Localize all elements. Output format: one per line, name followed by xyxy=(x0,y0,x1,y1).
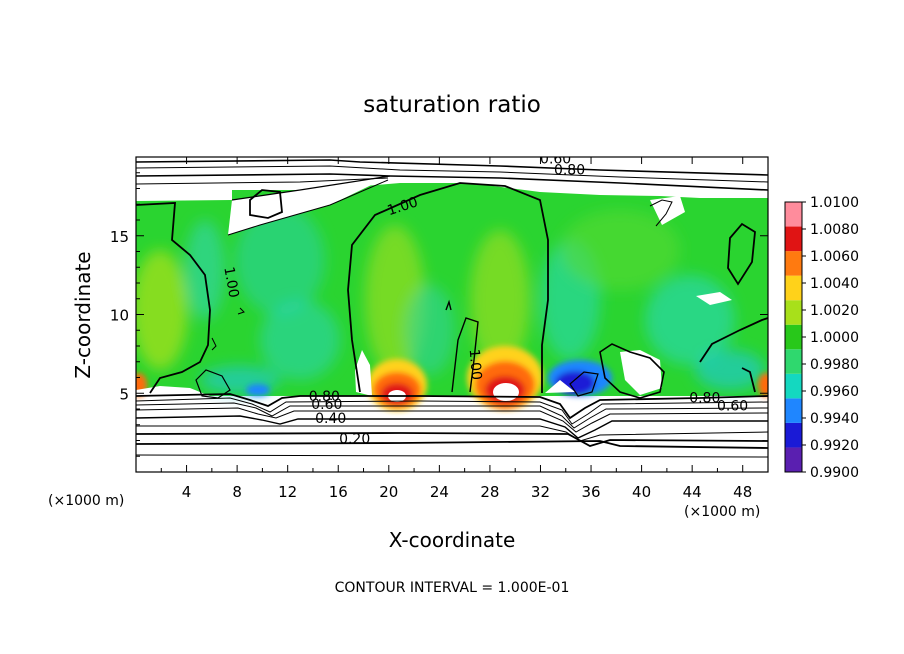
colorbar-label: 1.0000 xyxy=(810,330,859,346)
plot-area: 0.600.801.001.001.000.800.600.400.200.80… xyxy=(136,151,768,472)
contour-interval-footer: CONTOUR INTERVAL = 1.000E-01 xyxy=(335,580,570,596)
contour-label: 0.20 xyxy=(339,432,370,448)
colorbar-label: 1.0020 xyxy=(810,303,859,319)
x-axis-label: X-coordinate xyxy=(389,528,516,552)
y-tick-label: 10 xyxy=(110,307,129,325)
field-shading xyxy=(136,205,765,394)
colorbar-label: 1.0100 xyxy=(810,195,859,211)
y-axis-label: Z-coordinate xyxy=(71,251,95,378)
contour-label: 1.00 xyxy=(466,348,485,380)
x-tick-label: 8 xyxy=(232,483,242,501)
plume-core-right xyxy=(493,383,519,401)
x-tick-label: 24 xyxy=(430,483,449,501)
colorbar-swatch xyxy=(785,202,802,227)
colorbar-label: 1.0060 xyxy=(810,249,859,265)
x-axis: 4 8 12 16 20 24 28 32 36 40 44 48 xyxy=(160,157,752,501)
y-tick-label: 5 xyxy=(119,385,129,403)
contour-label: 0.40 xyxy=(315,411,346,427)
x-tick-label: 44 xyxy=(683,483,702,501)
colorbar-swatch xyxy=(785,349,802,374)
colorbar-label: 1.0040 xyxy=(810,276,859,292)
contour-label: 0.80 xyxy=(689,391,720,407)
colorbar-label: 0.9900 xyxy=(810,465,859,481)
colorbar-label: 0.9980 xyxy=(810,357,859,373)
colorbar-swatch xyxy=(785,300,802,325)
x-tick-label: 4 xyxy=(182,483,192,501)
colorbar-swatch xyxy=(785,447,802,472)
colorbar-label: 1.0080 xyxy=(810,222,859,238)
colorbar-label: 0.9940 xyxy=(810,411,859,427)
x-tick-label: 12 xyxy=(278,483,297,501)
contour-label: 0.60 xyxy=(311,397,342,413)
colorbar: 0.9900 0.9920 0.9940 0.9960 0.9980 1.0000 1.00… xyxy=(784,195,859,481)
contour-label: 0.80 xyxy=(554,162,585,178)
colorbar-label: 0.9920 xyxy=(810,438,859,454)
contour-lines xyxy=(136,159,768,458)
x-tick-label: 32 xyxy=(531,483,550,501)
y-axis: 5 10 15 xyxy=(110,172,768,457)
x-tick-label: 40 xyxy=(632,483,651,501)
x-tick-label: 28 xyxy=(480,483,499,501)
colorbar-swatch xyxy=(785,422,802,448)
colorbar-label: 0.9960 xyxy=(810,384,859,400)
y-tick-label: 15 xyxy=(110,228,129,246)
x-tick-label: 48 xyxy=(733,483,752,501)
x-tick-label: 36 xyxy=(581,483,600,501)
colorbar-swatch xyxy=(785,324,802,350)
contour-label: 0.60 xyxy=(540,151,571,167)
colorbar-swatch xyxy=(785,398,802,423)
colorbar-swatch xyxy=(785,251,802,276)
contour-label: 0.60 xyxy=(717,399,748,415)
colorbar-swatch xyxy=(785,275,802,301)
contour-label: 1.00 xyxy=(220,266,241,299)
chart-title: saturation ratio xyxy=(363,92,541,118)
colorbar-swatch xyxy=(785,226,802,252)
x-unit-right: (×1000 m) xyxy=(684,504,760,520)
x-unit-left: (×1000 m) xyxy=(48,493,124,509)
x-tick-label: 20 xyxy=(379,483,398,501)
x-tick-label: 16 xyxy=(329,483,348,501)
contour-label: 0.80 xyxy=(309,389,340,405)
colorbar-swatch xyxy=(785,373,802,399)
contour-labels: 0.600.801.001.001.000.800.600.400.200.80… xyxy=(220,151,748,448)
